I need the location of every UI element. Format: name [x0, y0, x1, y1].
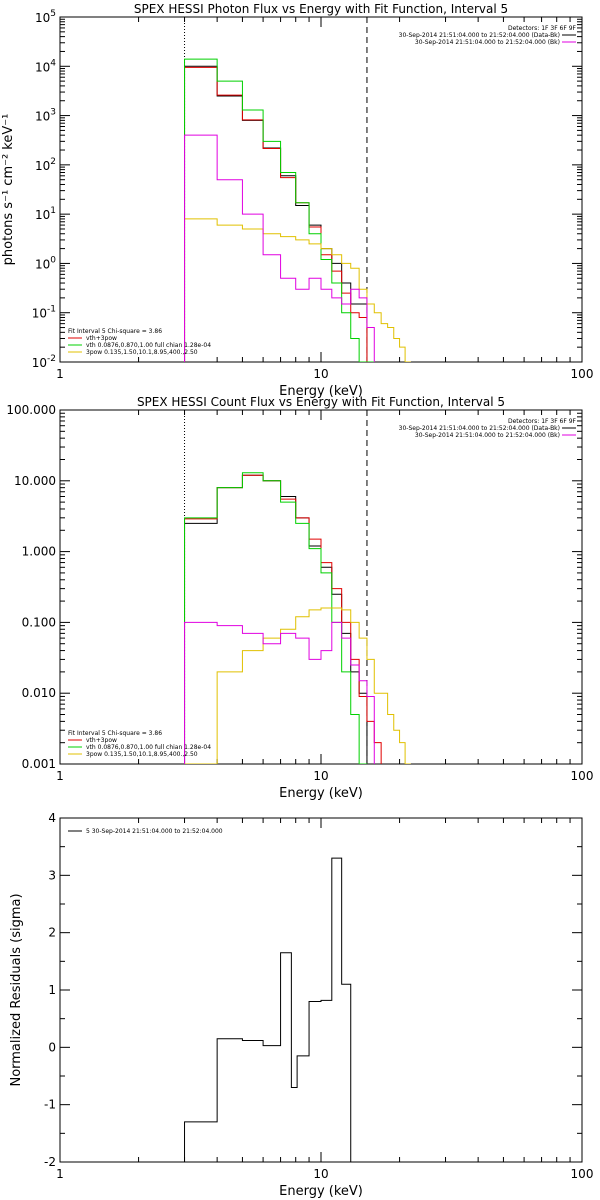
- x-axis: 1 10 100: [56, 818, 593, 1181]
- legend-entry-text: 3pow 0.135,1.50,10.1,8.95,400.,2.50: [86, 349, 198, 356]
- y-tick-label: 10-2: [32, 354, 56, 370]
- x-tick-label: 10: [313, 367, 328, 381]
- y-tick-label: 2: [48, 926, 56, 940]
- x-tick-label: 10: [313, 769, 328, 783]
- y-axis-label: Normalized Residuals (sigma): [9, 893, 24, 1086]
- y-tick-base: 10: [35, 208, 50, 222]
- legend-entry-text: vth+3pow: [86, 737, 117, 744]
- legend-entry-text: 30-Sep-2014 21:51:04.000 to 21:52:04.000…: [415, 39, 560, 46]
- legend-header: Fit Interval 5 Chi-square = 3.86: [68, 730, 162, 737]
- series-line-3: [184, 218, 411, 362]
- series-line-4: [184, 134, 375, 362]
- y-tick-base: 10: [35, 257, 50, 271]
- legend-entry-text: 30-Sep-2014 21:51:04.000 to 21:52:04.000…: [399, 32, 560, 39]
- y-tick-label: 10.000: [14, 474, 56, 488]
- plot-frame: [59, 817, 583, 1163]
- series-line-2: [184, 472, 368, 764]
- legend-entry-text: vth 0.0876,0.870,1.00 full chian 1.28e-0…: [86, 342, 211, 349]
- y-tick-label: 104: [35, 58, 56, 74]
- series-line-4: [184, 621, 375, 764]
- y-tick-label: 100: [35, 255, 56, 271]
- y-tick-label: -1: [44, 1098, 56, 1112]
- residuals-panel: 1 10 100 Energy (keV) -2 -1 0 1 2 3 4 Normalized Re…: [9, 811, 593, 1199]
- legend-entry-text: 3pow 0.135,1.50,10.1,8.95,400.,2.50: [86, 751, 198, 758]
- y-tick-label: 103: [35, 108, 56, 124]
- y-tick-label: 1.000: [22, 545, 56, 559]
- x-tick-label: 100: [571, 769, 594, 783]
- series-line-0: [184, 474, 368, 764]
- x-axis: 1 10 100: [56, 17, 593, 381]
- y-tick-base: 10: [35, 110, 50, 124]
- photon-flux-panel: SPEX HESSI Photon Flux vs Energy with Fi…: [1, 2, 593, 399]
- y-tick-exp: -1: [47, 305, 56, 315]
- y-tick-label: -2: [44, 1155, 56, 1169]
- y-tick-exp: 5: [50, 9, 56, 19]
- chart-title: SPEX HESSI Count Flux vs Energy with Fit…: [137, 395, 505, 409]
- legend-entry-text: 5 30-Sep-2014 21:51:04.000 to 21:52:04.0…: [86, 828, 223, 835]
- x-tick-label: 100: [571, 1167, 594, 1181]
- y-tick-label: 101: [35, 206, 56, 222]
- x-axis-label: Energy (keV): [279, 384, 363, 399]
- series-group: [184, 472, 411, 764]
- y-tick-label: 10-1: [32, 305, 56, 321]
- y-tick-label: 105: [35, 9, 56, 25]
- y-tick-exp: 1: [50, 206, 56, 216]
- y-tick-label: 4: [48, 811, 56, 825]
- series-group: [184, 58, 411, 362]
- y-tick-label: 100.000: [6, 403, 56, 417]
- series-line-1: [184, 474, 382, 764]
- x-axis-label: Energy (keV): [279, 1184, 363, 1199]
- legend-bottom: Fit Interval 5 Chi-square = 3.86vth+3pow…: [68, 730, 211, 758]
- count-flux-panel: SPEX HESSI Count Flux vs Energy with Fit…: [6, 395, 593, 801]
- y-tick-base: 10: [32, 356, 47, 370]
- y-tick-exp: 2: [50, 157, 56, 167]
- y-tick-label: 1: [48, 983, 56, 997]
- y-tick-label: 0.100: [22, 615, 56, 629]
- x-tick-label: 1: [56, 769, 64, 783]
- legend-entry-text: vth 0.0876,0.870,1.00 full chian 1.28e-0…: [86, 744, 211, 751]
- y-tick-exp: 3: [50, 108, 56, 118]
- y-tick-base: 10: [35, 11, 50, 25]
- x-tick-label: 10: [313, 1167, 328, 1181]
- legend-bottom: Fit Interval 5 Chi-square = 3.86vth+3pow…: [68, 328, 211, 356]
- y-tick-label: 0.010: [22, 686, 56, 700]
- series-line-2: [184, 58, 375, 362]
- legend-header: Fit Interval 5 Chi-square = 3.86: [68, 328, 162, 335]
- y-tick-label: 0.001: [22, 757, 56, 771]
- x-axis: 1 10 100: [56, 410, 593, 783]
- y-tick-base: 10: [35, 159, 50, 173]
- series-line-3: [184, 607, 411, 764]
- x-tick-label: 1: [56, 1167, 64, 1181]
- y-tick-label: 0: [48, 1040, 56, 1054]
- y-tick-exp: 0: [50, 255, 56, 265]
- x-axis-label: Energy (keV): [279, 786, 363, 801]
- legend-entry-text: 30-Sep-2014 21:51:04.000 to 21:52:04.000…: [415, 432, 560, 439]
- y-axis: -2 -1 0 1 2 3 4: [44, 811, 582, 1169]
- x-tick-label: 100: [571, 367, 594, 381]
- legend-header: Detectors: 1F 3F 6F 9F: [508, 418, 577, 425]
- y-tick-label: 102: [35, 157, 56, 173]
- y-tick-exp: 4: [50, 58, 56, 68]
- y-tick-base: 10: [32, 307, 47, 321]
- series-group: [184, 857, 352, 1162]
- legend-top: 5 30-Sep-2014 21:51:04.000 to 21:52:04.0…: [68, 828, 223, 835]
- series-line-1: [184, 66, 368, 362]
- legend-entry-text: vth+3pow: [86, 335, 117, 342]
- y-tick-base: 10: [35, 60, 50, 74]
- x-tick-label: 1: [56, 367, 64, 381]
- y-axis: 0.001 0.010 0.100 1.000 10.000 100.000: [6, 403, 582, 771]
- y-axis-label: photons s⁻¹ cm⁻² keV⁻¹: [1, 114, 16, 266]
- plot-frame: [59, 409, 583, 765]
- plot-frame: [59, 16, 583, 363]
- y-tick-label: 3: [48, 868, 56, 882]
- chart-title: SPEX HESSI Photon Flux vs Energy with Fi…: [134, 2, 508, 16]
- series-line-0: [184, 857, 352, 1162]
- legend-entry-text: 30-Sep-2014 21:51:04.000 to 21:52:04.000…: [399, 425, 560, 432]
- y-tick-exp: -2: [47, 354, 56, 364]
- legend-header: Detectors: 1F 3F 6F 9F: [508, 25, 577, 32]
